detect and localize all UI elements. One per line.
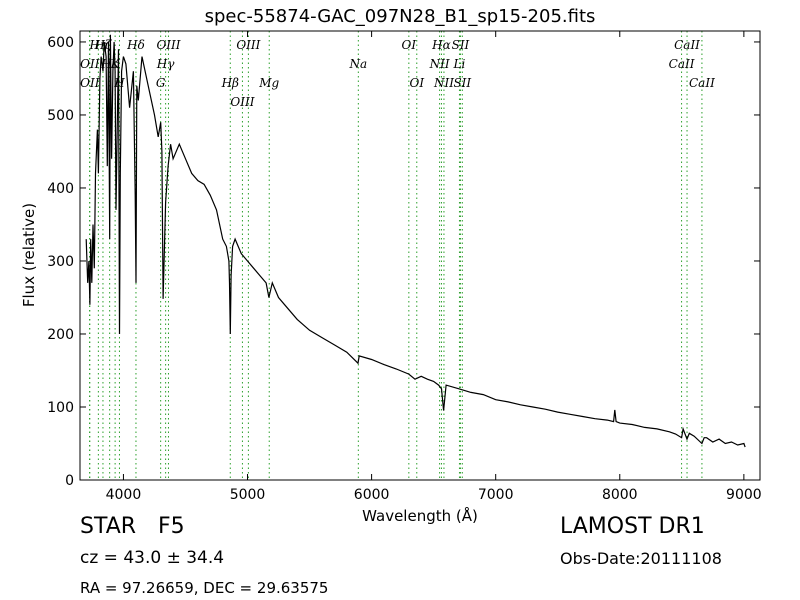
y-tick-label: 400 [47,181,74,197]
line-label: Hβ [221,76,239,90]
line-label: CaII [689,76,715,90]
object-class: STAR F5 [80,514,185,539]
line-label: CaII [669,57,695,71]
line-label: OII [80,76,100,90]
line-label: G [156,76,166,90]
line-label: Mg [258,76,279,90]
line-label: OIII [230,95,254,109]
line-label: OIII [236,38,260,52]
x-tick-label: 8000 [602,487,638,503]
y-tick-label: 0 [65,473,74,489]
line-label: OI [402,38,417,52]
line-label: Hδ [126,38,145,52]
x-tick-label: 7000 [478,487,514,503]
line-label: NII [429,57,450,71]
y-axis: 0 100 200 300 400 500 600 [47,35,760,489]
line-label: NII [433,76,454,90]
y-tick-label: 200 [47,327,74,343]
redshift-cz: cz = 43.0 ± 34.4 [80,548,225,568]
line-label: Hη [89,38,108,52]
line-label: H [113,76,125,90]
y-axis-label: Flux (relative) [20,203,38,307]
line-label: SII [452,38,470,52]
object-subclass: F5 [158,514,185,539]
x-tick-label: 9000 [726,487,762,503]
reference-lines [89,31,703,480]
object-class-label: STAR [80,514,137,539]
line-label: Li [453,57,466,71]
x-axis: 4000 5000 6000 7000 8000 9000 [106,31,762,503]
y-tick-label: 100 [47,400,74,416]
x-axis-label: Wavelength (Å) [362,506,478,525]
x-tick-label: 6000 [354,487,390,503]
spectrum-series [85,34,746,448]
y-tick-label: 600 [47,35,74,51]
y-tick-label: 500 [47,108,74,124]
line-label: Hα [431,38,451,52]
line-label: CaII [674,38,700,52]
y-tick-label: 300 [47,254,74,270]
line-label: OI [409,76,424,90]
coordinates: RA = 97.26659, DEC = 29.63575 [80,579,329,597]
x-tick-label: 5000 [230,487,266,503]
line-label: Hγ [156,57,175,71]
line-label: Na [349,57,368,71]
observation-date: Obs-Date:20111108 [560,549,722,568]
x-tick-label: 4000 [106,487,142,503]
line-label: OIII [156,38,180,52]
chart-title: spec-55874-GAC_097N28_B1_sp15-205.fits [204,6,596,27]
line-label: OII [80,57,100,71]
survey-name: LAMOST DR1 [560,514,705,539]
plot-frame [79,30,761,481]
line-label: SII [453,76,471,90]
